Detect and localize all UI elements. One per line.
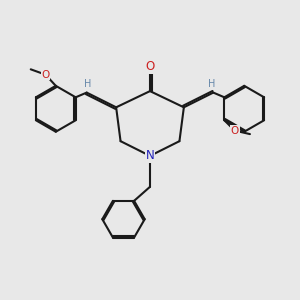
Text: H: H [208,79,215,89]
Text: O: O [230,126,239,136]
Text: N: N [146,149,154,162]
Text: O: O [146,60,154,73]
Text: H: H [85,79,92,89]
Text: O: O [41,70,50,80]
